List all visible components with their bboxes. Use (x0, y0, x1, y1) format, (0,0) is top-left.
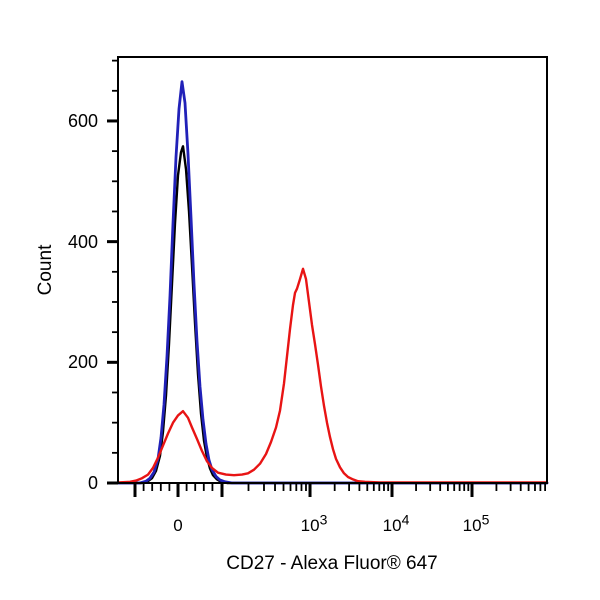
x-tick-label-10e3: 103 (300, 511, 328, 538)
x-axis-title: CD27 - Alexa Fluor® 647 (226, 553, 438, 574)
y-tick-label-600: 600 (67, 110, 98, 131)
y-tick-label-0: 0 (87, 473, 98, 493)
x-tick-0-base: 0 (173, 516, 183, 535)
plot-frame (117, 56, 548, 484)
y-tick-label-400: 400 (67, 231, 98, 252)
x-tick-2-base: 10 (382, 516, 402, 535)
x-tick-label-10e4: 104 (382, 511, 410, 538)
x-tick-label-10e5: 105 (462, 511, 490, 538)
x-tick-3-exp: 5 (481, 511, 490, 528)
blue-curve-negative-control (116, 80, 549, 485)
x-tick-1-exp: 3 (319, 511, 328, 528)
x-tick-2-exp: 4 (401, 511, 410, 528)
y-tick-label-200: 200 (67, 352, 98, 373)
red-curve-cd27-stained (116, 267, 549, 484)
x-tick-1-base: 10 (300, 516, 320, 535)
x-tick-3-base: 10 (462, 516, 482, 535)
black-curve-negative-control (116, 145, 549, 485)
x-tick-label-0: 0 (173, 514, 182, 538)
